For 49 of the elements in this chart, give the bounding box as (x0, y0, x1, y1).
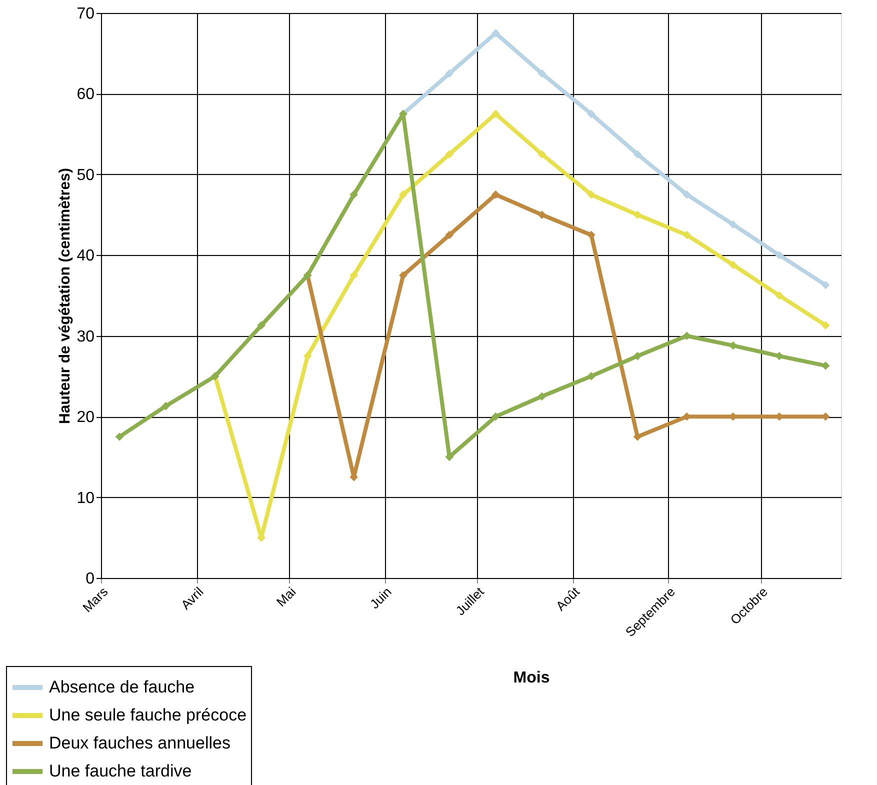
point (445, 230, 454, 240)
point (633, 432, 642, 441)
point (445, 150, 454, 158)
point (398, 190, 408, 199)
x-tick-label: Juin (366, 584, 394, 612)
y-tick-label: 70 (76, 6, 95, 22)
point (821, 280, 830, 290)
point (587, 190, 596, 199)
point (350, 190, 358, 199)
point (162, 402, 170, 410)
point (682, 230, 692, 240)
point (491, 110, 500, 118)
point (633, 150, 642, 158)
point (538, 210, 546, 219)
point (115, 432, 124, 441)
point (491, 412, 500, 421)
y-tick-label: 60 (76, 86, 95, 104)
y-tick-label: 50 (76, 166, 95, 184)
point (587, 372, 596, 380)
legend-label: Une seule fauche précoce (49, 706, 247, 724)
y-tick-label: 40 (76, 248, 95, 265)
y-tick-label: 10 (76, 490, 95, 507)
point (257, 321, 266, 330)
point (538, 69, 546, 78)
legend-label: Deux fauches annuelles (49, 734, 230, 752)
point (491, 28, 500, 38)
point (682, 190, 692, 199)
y-tick-label: 0 (86, 570, 95, 588)
point (350, 271, 358, 280)
point (587, 110, 596, 118)
point (491, 190, 500, 199)
point (775, 291, 784, 300)
legend-label: Absence de fauche (49, 678, 195, 696)
legend-label: Une fauche tardive (49, 762, 192, 780)
x-axis-title: Mois (513, 670, 550, 687)
point (728, 260, 738, 270)
point (538, 150, 546, 158)
x-tick-label: Mai (273, 584, 299, 610)
y-tick-label: 30 (76, 328, 95, 346)
point (633, 210, 642, 219)
point (538, 392, 546, 401)
y-tick-label: 20 (76, 409, 95, 426)
point (728, 220, 738, 229)
y-axis-title: Hauteur de végétation (centimètres) (56, 168, 74, 424)
point (445, 69, 454, 78)
point (821, 321, 830, 330)
point (775, 250, 784, 260)
point (633, 352, 642, 360)
point (303, 352, 312, 360)
